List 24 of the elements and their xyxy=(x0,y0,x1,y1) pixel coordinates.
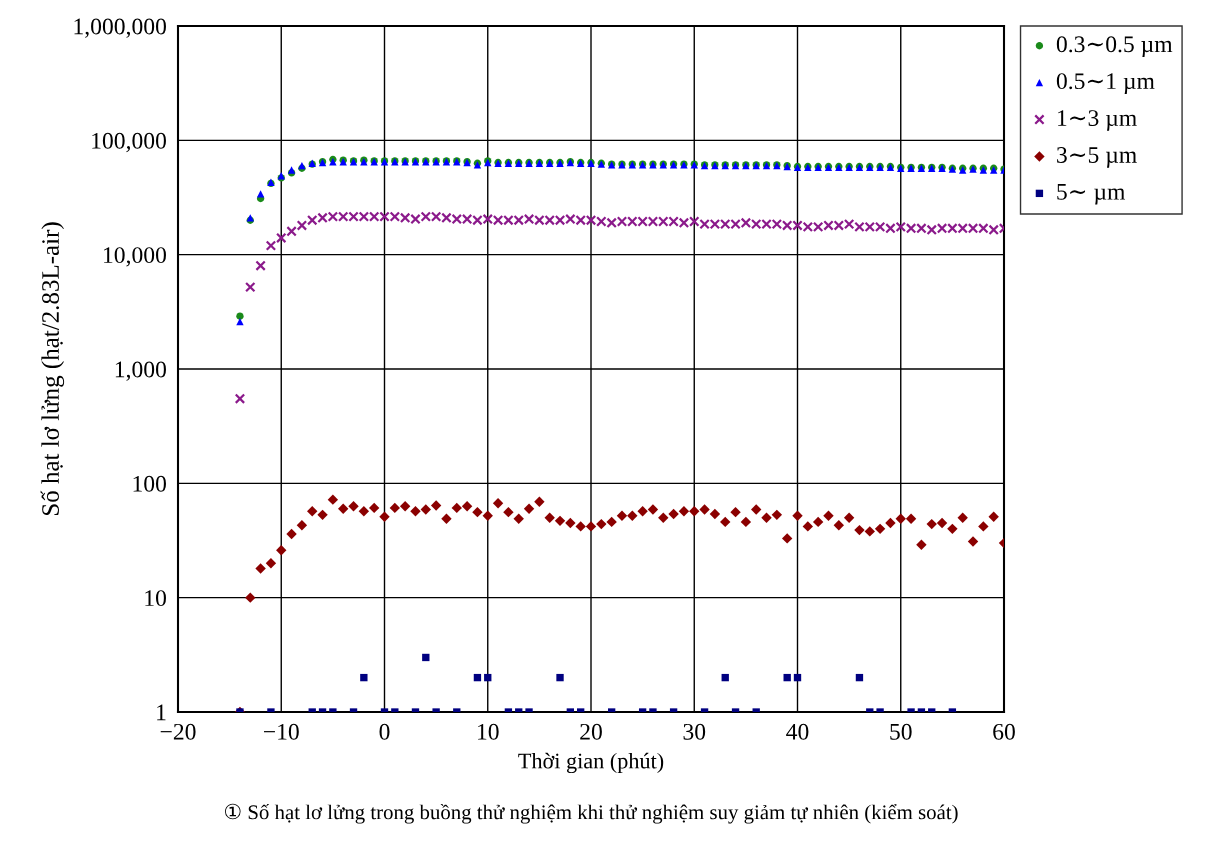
y-tick-label: 10,000 xyxy=(104,247,166,267)
x-tick-label: 10 xyxy=(478,723,499,740)
legend-label: 5∼ µm xyxy=(1057,184,1126,205)
x-tick-label: 60 xyxy=(993,723,1015,740)
x-tick-label: 20 xyxy=(580,723,602,740)
y-tick-label: 10 xyxy=(145,590,166,607)
legend-label: 1∼3 µm xyxy=(1058,110,1137,131)
legend-label: 0.3∼0.5 µm xyxy=(1056,36,1173,57)
x-tick-label: 30 xyxy=(683,723,706,740)
x-tick-label: −10 xyxy=(263,723,299,740)
x-axis-title: Thời gian (phút) xyxy=(518,752,664,774)
legend-label: 0.5∼1 µm xyxy=(1056,73,1155,94)
x-tick-label: 0 xyxy=(379,723,390,740)
y-axis-title: Số hạt lơ lửng (hạt/2.83L-air) xyxy=(40,222,65,516)
x-tick-label: 40 xyxy=(786,723,809,740)
legend-label: 3∼5 µm xyxy=(1057,147,1137,168)
y-tick-label: 1,000,000 xyxy=(74,18,166,38)
y-tick-label: 100,000 xyxy=(92,132,166,153)
text: ① Số hạt lơ lửng trong buồng thử nghiệm khi thử nghiệm suy giảm tự nhiên (kiểm soát) xyxy=(225,803,958,824)
x-tick-label: −20 xyxy=(160,723,196,740)
y-tick-label: 1 xyxy=(157,704,166,721)
y-tick-label: 100 xyxy=(133,475,166,492)
x-tick-label: 50 xyxy=(890,723,912,740)
y-tick-label: 1,000 xyxy=(115,361,166,381)
